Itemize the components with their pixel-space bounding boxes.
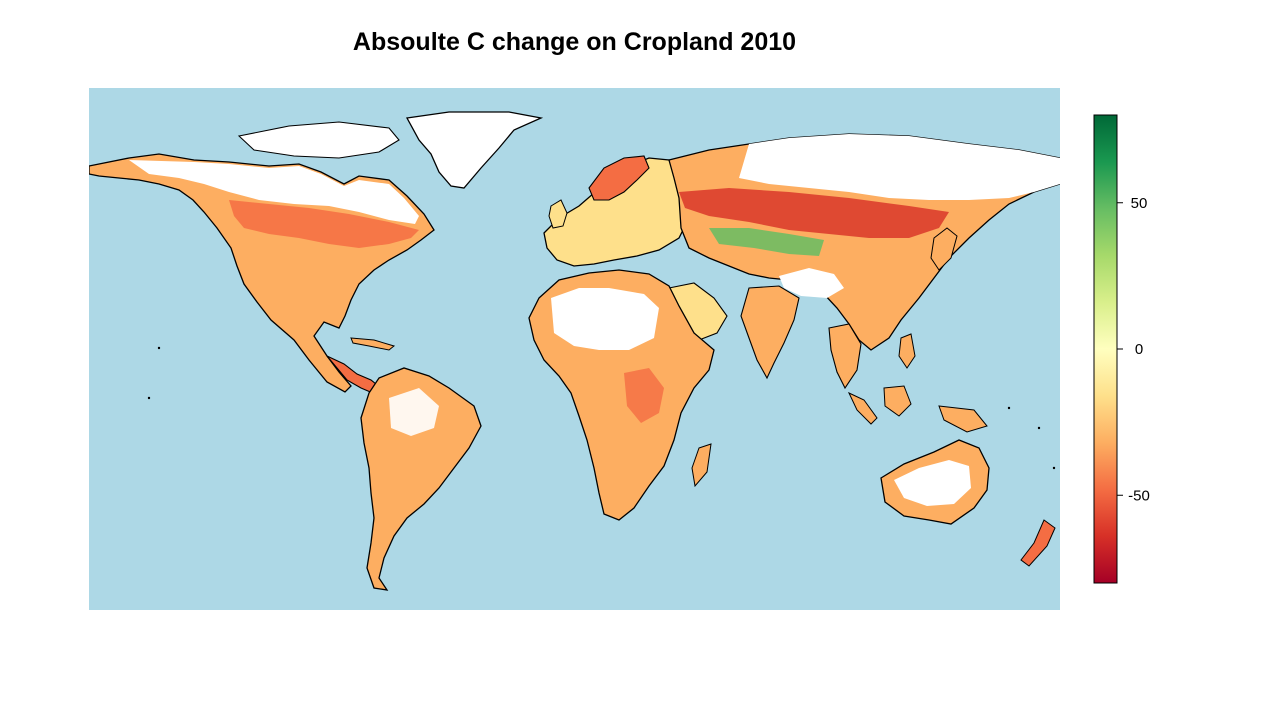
color-legend: 50 0 -50 [1093,114,1150,584]
central-africa-loss [624,368,664,423]
southeast-asia [828,323,862,390]
cuba [350,337,396,351]
legend-tick-label: -50 [1128,487,1150,504]
legend-color-bar [1093,114,1118,584]
madagascar [691,443,712,488]
scandinavia [588,155,650,201]
new-guinea [938,405,988,433]
central-asia-gain [709,228,824,256]
world-map [89,88,1060,610]
united-kingdom [548,199,568,229]
north-america [89,153,435,393]
legend-tick-label: 0 [1135,341,1143,358]
pacific-islands [147,396,151,400]
pacific-islands [157,346,161,350]
australia-interior-no-data [894,460,971,506]
legend-tick-label: 50 [1131,195,1148,212]
siberia-no-data [739,134,1060,200]
pacific-islands [1037,426,1041,430]
philippines [898,333,916,369]
sahara-no-data [551,288,659,350]
india [740,285,800,380]
sumatra [847,391,878,425]
arctic-islands [237,121,400,159]
canada-tundra [129,160,419,224]
legend-ticks: 50 0 -50 [1117,195,1150,504]
amazon-no-data [389,388,439,436]
japan [930,227,958,271]
chart-title: Absoulte C change on Cropland 2010 [352,28,797,56]
borneo [883,385,912,417]
tibet-no-data [779,268,844,298]
eurasia-cropland-band [679,188,949,238]
north-america-cropland-band [229,200,419,248]
new-zealand [1020,519,1056,567]
pacific-islands [1007,406,1011,410]
pacific-islands [1052,466,1056,470]
greenland [405,111,544,189]
